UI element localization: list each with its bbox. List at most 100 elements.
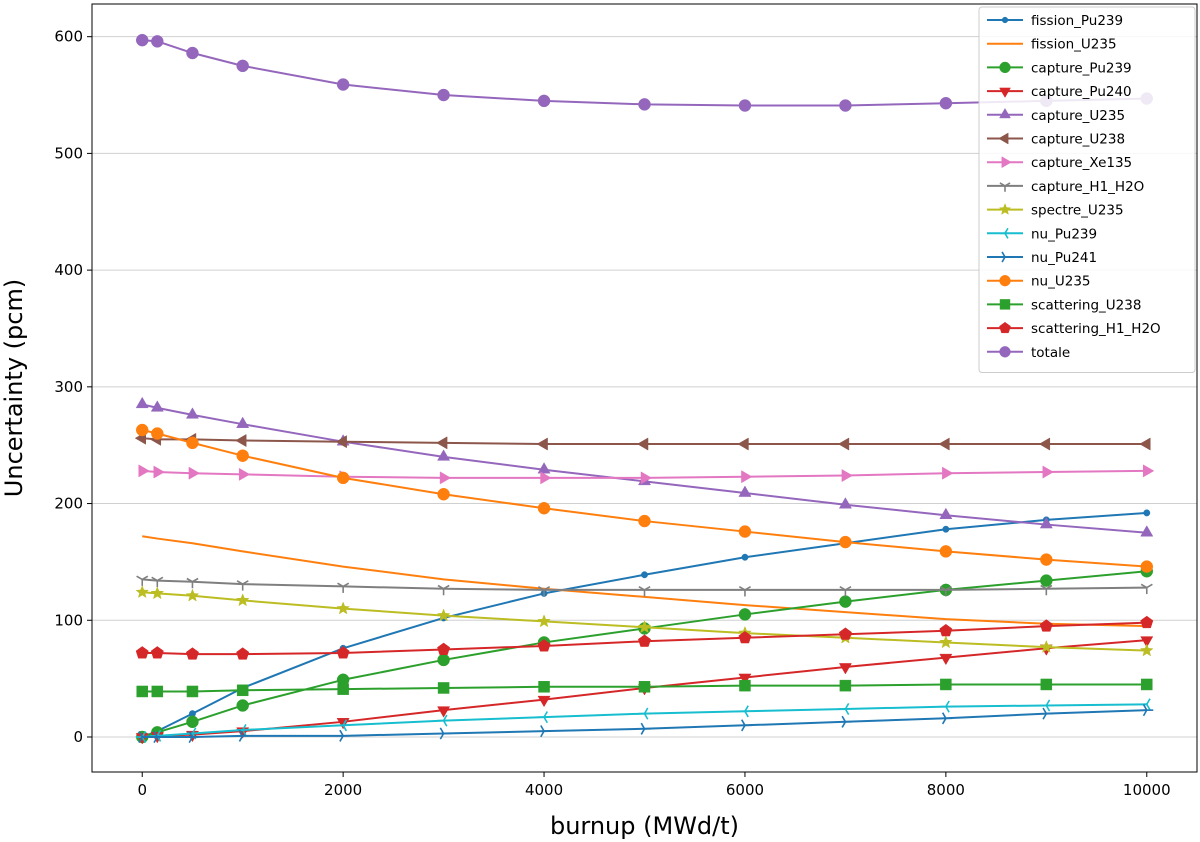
data-point <box>1039 517 1053 529</box>
x-axis-label: burnup (MWd/t) <box>550 812 739 840</box>
legend-label: capture_H1_H2O <box>1031 179 1144 195</box>
data-point <box>738 485 752 497</box>
data-point <box>235 434 247 448</box>
data-point <box>841 469 853 483</box>
data-point <box>638 707 649 720</box>
data-point <box>1140 560 1154 573</box>
series-line <box>142 535 1147 628</box>
data-point <box>637 437 649 451</box>
data-point <box>839 595 852 608</box>
data-point <box>1042 707 1053 720</box>
data-point <box>741 470 753 484</box>
data-point <box>939 635 953 649</box>
legend-marker <box>999 299 1011 310</box>
legend-item: nu_Pu239 <box>987 226 1097 242</box>
data-point <box>153 465 165 479</box>
data-point <box>838 497 852 509</box>
data-point <box>135 646 149 659</box>
data-point <box>1040 678 1053 691</box>
series-capture-xe135 <box>138 464 1155 485</box>
data-point <box>150 646 164 659</box>
data-point <box>640 722 651 735</box>
data-point <box>1039 619 1053 632</box>
data-point <box>1140 583 1153 595</box>
data-point <box>135 585 150 599</box>
data-point <box>538 681 550 693</box>
data-point <box>336 601 350 615</box>
data-point <box>437 706 451 718</box>
data-point <box>436 608 451 622</box>
series-line <box>142 403 1147 534</box>
legend-item: spectre_U235 <box>987 203 1124 219</box>
data-point <box>236 684 249 697</box>
y-tick-label: 300 <box>54 378 83 396</box>
data-point <box>336 719 348 732</box>
y-tick-label: 400 <box>54 261 83 279</box>
data-point <box>188 730 199 744</box>
data-point <box>186 46 199 60</box>
data-point <box>1140 636 1154 648</box>
data-point <box>236 699 249 712</box>
data-point <box>439 727 451 740</box>
data-point <box>540 471 552 485</box>
data-point <box>236 416 250 428</box>
data-point <box>839 535 852 549</box>
data-point <box>939 507 953 519</box>
data-point <box>437 584 450 596</box>
data-point <box>1039 699 1051 712</box>
data-point <box>136 685 148 698</box>
data-point <box>738 99 752 112</box>
legend-marker <box>999 108 1011 119</box>
data-point <box>641 571 648 579</box>
data-point <box>336 646 350 659</box>
legend-label: totale <box>1031 345 1070 361</box>
data-point <box>437 653 450 667</box>
series-nu-u235 <box>135 423 1154 573</box>
data-point <box>336 471 350 485</box>
data-point <box>1042 465 1054 479</box>
series-capture-u235 <box>135 396 1154 537</box>
data-point <box>1140 615 1154 629</box>
data-point <box>939 96 953 110</box>
data-point <box>638 585 651 597</box>
data-point <box>151 576 164 588</box>
x-tick-label: 8000 <box>927 781 965 799</box>
data-point <box>942 525 950 533</box>
series-capture-h1-h2o <box>136 575 1153 597</box>
series-nu-pu239 <box>135 698 1151 744</box>
data-point <box>150 400 164 412</box>
data-point <box>135 33 149 47</box>
data-point <box>638 681 651 693</box>
data-point <box>337 582 350 593</box>
legend-item: nu_U235 <box>987 274 1091 290</box>
data-point <box>236 580 249 591</box>
data-point <box>942 466 954 480</box>
data-point <box>185 407 199 419</box>
y-tick-label: 0 <box>73 728 83 746</box>
data-point <box>839 585 852 597</box>
legend-marker <box>1001 16 1009 24</box>
legend-marker <box>999 346 1011 358</box>
series-nu-pu241 <box>138 704 1154 744</box>
data-point <box>186 436 199 450</box>
data-point <box>339 729 350 742</box>
legend-label: nu_Pu239 <box>1031 226 1097 242</box>
series-line <box>142 703 1147 738</box>
data-point <box>941 712 953 725</box>
data-point <box>188 466 200 480</box>
x-tick-label: 0 <box>137 781 147 799</box>
data-point <box>838 663 852 675</box>
legend-label: fission_Pu239 <box>1031 13 1123 29</box>
legend-label: capture_Xe135 <box>1031 155 1132 171</box>
data-point <box>538 585 551 597</box>
x-tick-label: 4000 <box>525 781 563 799</box>
data-point <box>238 467 251 481</box>
legend-label: capture_Pu239 <box>1031 60 1132 76</box>
legend-label: scattering_U238 <box>1031 297 1141 313</box>
series-layer <box>134 33 1155 745</box>
data-point <box>638 514 651 528</box>
y-tick-label: 500 <box>54 144 83 162</box>
data-point <box>186 685 199 698</box>
data-point <box>939 623 953 637</box>
